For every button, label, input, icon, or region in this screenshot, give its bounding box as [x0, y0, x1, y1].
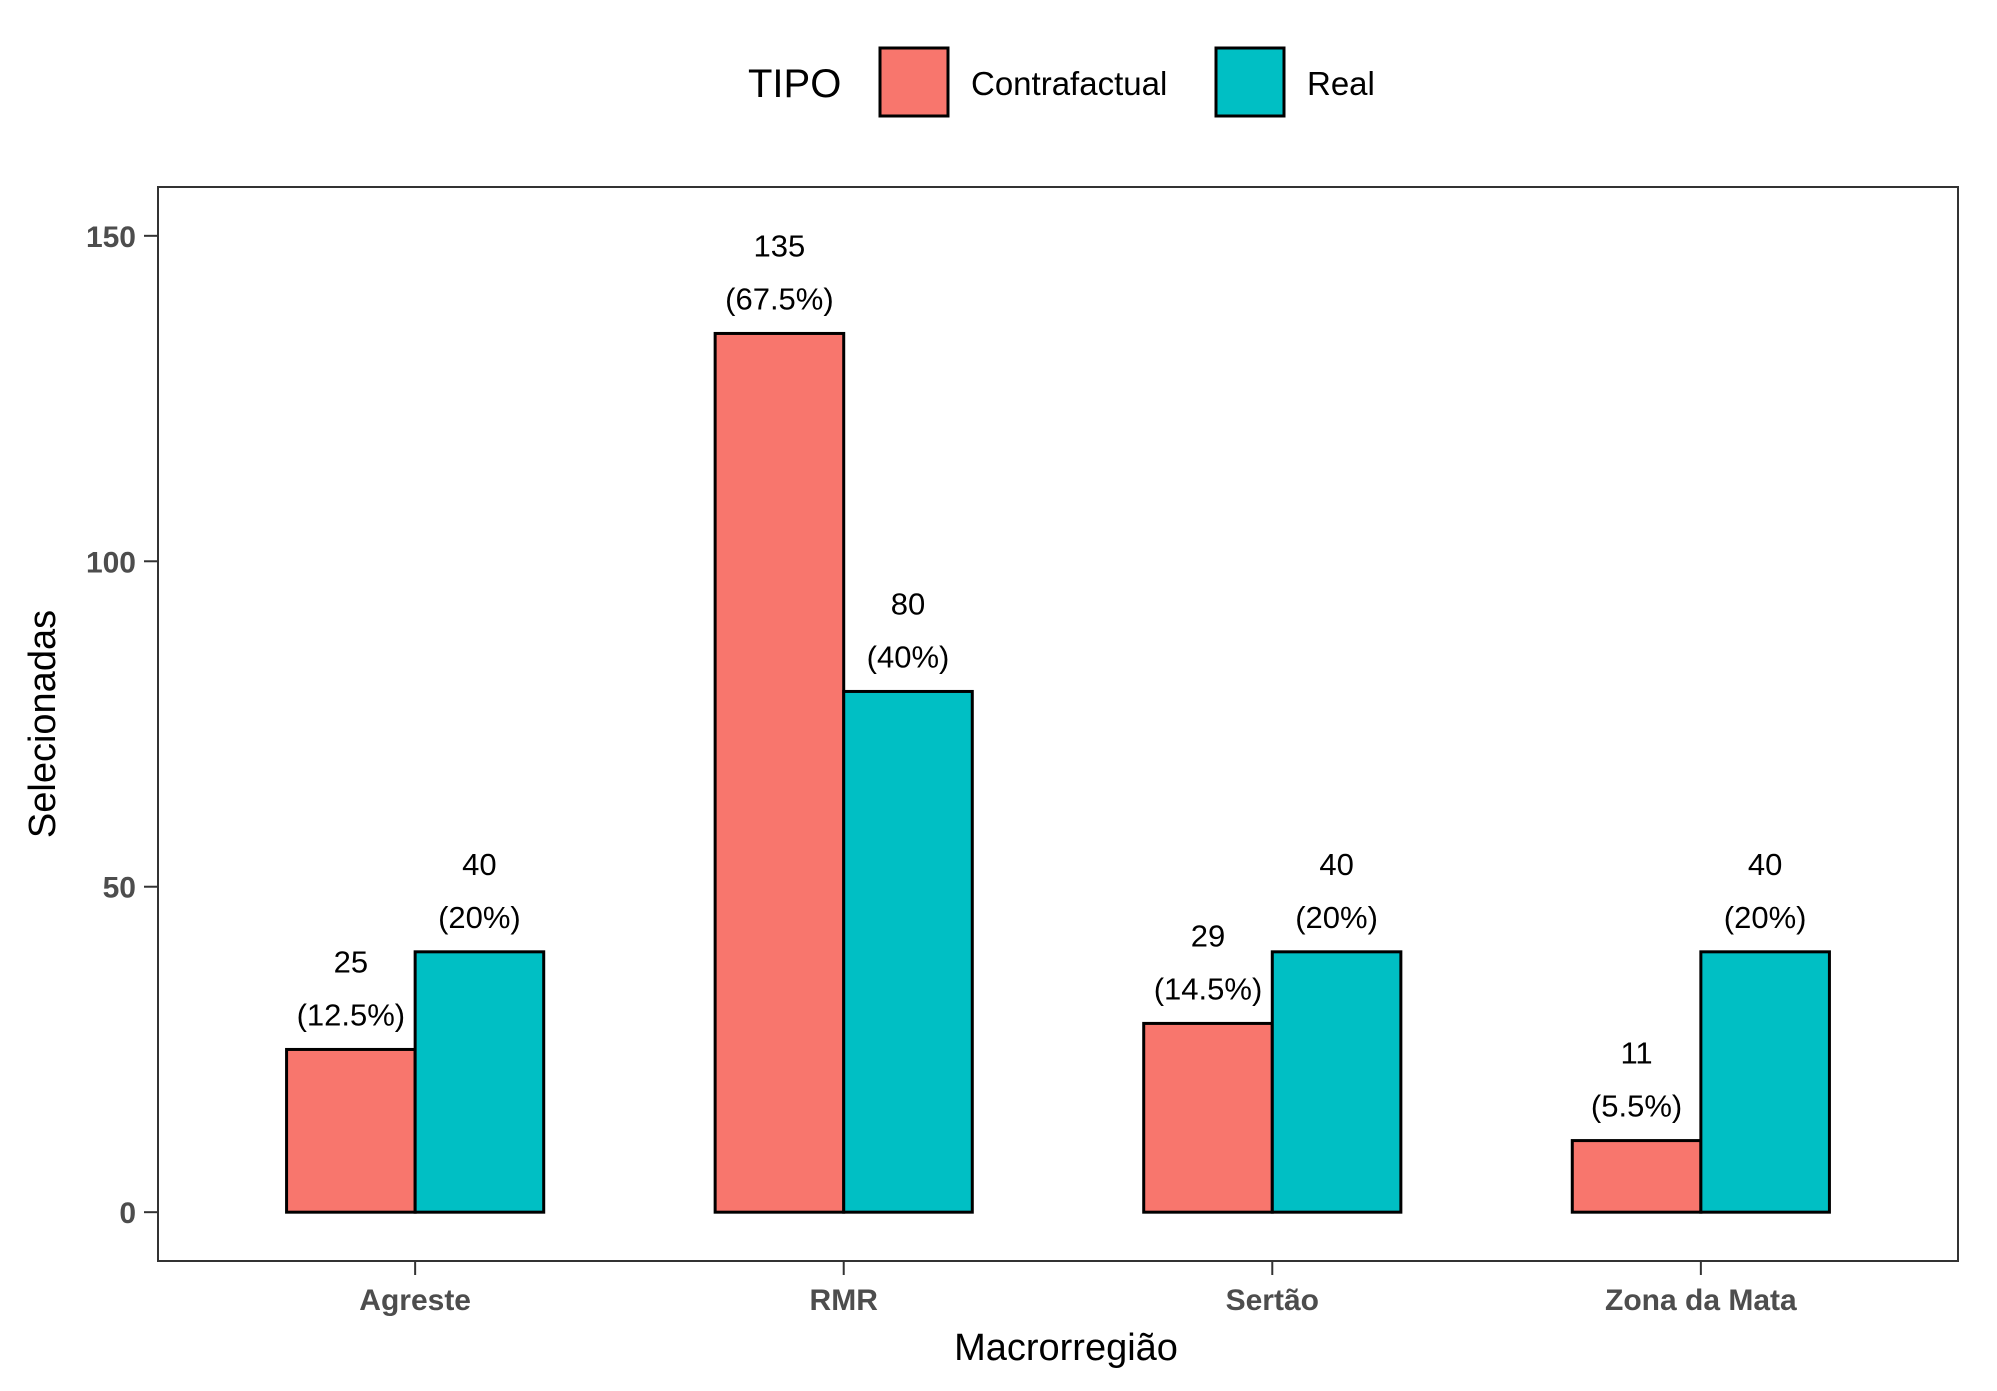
- bar-real: [842, 689, 974, 1214]
- data-label-value: 40: [1319, 847, 1353, 882]
- bar-real: [1699, 950, 1831, 1214]
- y-tick-label: 150: [86, 221, 136, 254]
- data-label-percent: (5.5%): [1591, 1089, 1682, 1124]
- data-label-value: 25: [334, 944, 368, 979]
- bar-contrafactual: [713, 331, 846, 1214]
- data-label-percent: (12.5%): [297, 997, 406, 1032]
- data-label-percent: (20%): [438, 900, 521, 935]
- legend-key-real: [1214, 46, 1286, 118]
- bars: [285, 331, 1831, 1214]
- x-tick-label: Agreste: [359, 1284, 471, 1317]
- y-tick-label: 50: [103, 872, 136, 905]
- y-tick-label: 0: [119, 1197, 136, 1230]
- y-axis: 0 50 100 150: [86, 221, 158, 1230]
- data-label-value: 135: [754, 228, 806, 263]
- data-label-value: 80: [891, 586, 925, 621]
- x-tick-label: Zona da Mata: [1605, 1284, 1797, 1317]
- legend-key-contrafactual: [878, 46, 950, 118]
- data-label-value: 29: [1191, 918, 1225, 953]
- data-label-value: 40: [1748, 847, 1782, 882]
- data-labels: 25 (12.5%) 135 (67.5%) 29 (14.5%) 11 (5.5%) 40 (2…: [297, 228, 1807, 1123]
- x-axis: Agreste RMR Sertão Zona da Mata: [359, 1261, 1797, 1317]
- legend-label-contrafactual: Contrafactual: [971, 65, 1167, 102]
- legend: TIPO Contrafactual Real: [748, 46, 1375, 118]
- x-tick-label: RMR: [810, 1284, 879, 1317]
- y-axis-title: Selecionadas: [22, 610, 64, 838]
- data-label-value: 11: [1620, 1036, 1652, 1071]
- x-tick-label: Sertão: [1226, 1284, 1319, 1317]
- data-label-percent: (20%): [1724, 900, 1807, 935]
- data-label-percent: (14.5%): [1154, 971, 1263, 1006]
- bar-real: [413, 950, 546, 1214]
- legend-title: TIPO: [748, 62, 841, 106]
- plot-panel: [157, 186, 1959, 1262]
- y-tick-label: 100: [86, 546, 136, 579]
- x-axis-title: Macrorregião: [954, 1327, 1178, 1369]
- data-label-value: 40: [462, 847, 496, 882]
- data-label-percent: (67.5%): [725, 281, 834, 316]
- data-label-percent: (40%): [867, 639, 950, 674]
- bar-contrafactual: [1142, 1021, 1274, 1214]
- bar-real: [1270, 950, 1403, 1214]
- bar-contrafactual: [285, 1047, 417, 1214]
- bar-contrafactual: [1570, 1139, 1703, 1214]
- legend-label-real: Real: [1307, 65, 1375, 102]
- data-label-percent: (20%): [1295, 900, 1378, 935]
